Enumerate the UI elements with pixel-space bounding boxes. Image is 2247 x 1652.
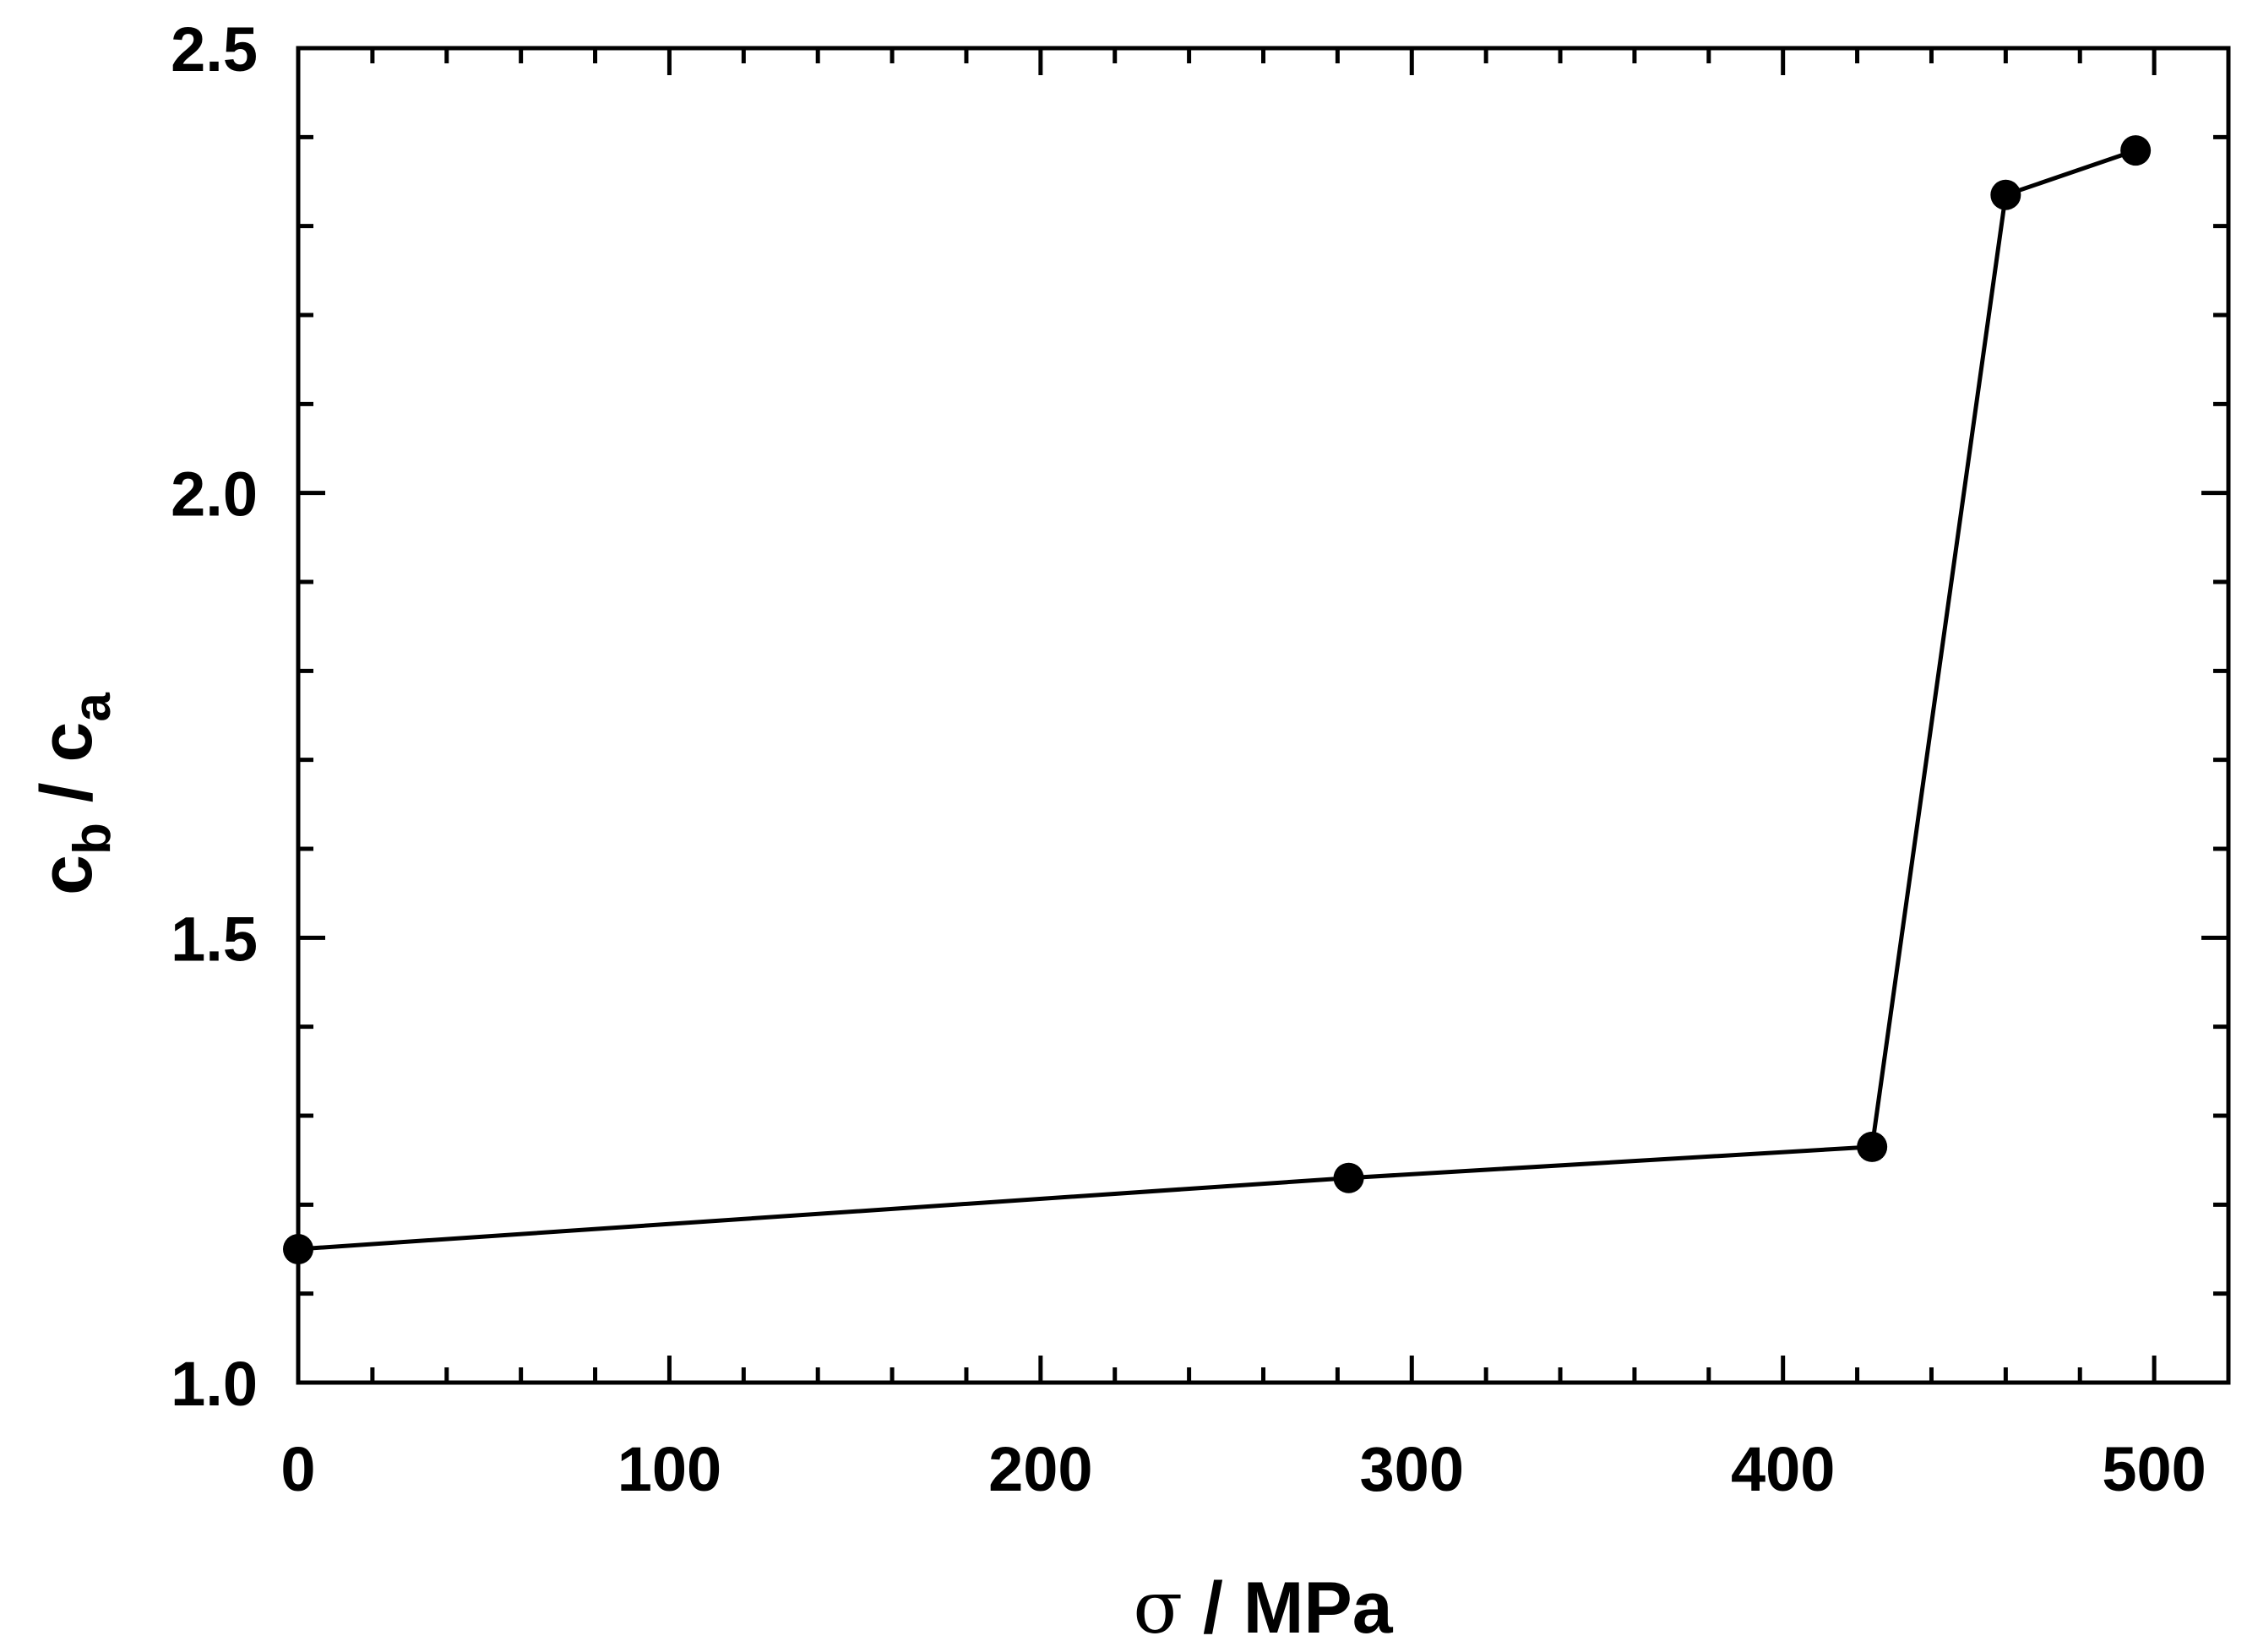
x-axis-label: σ / MPa <box>1133 1566 1393 1650</box>
data-point <box>2120 135 2152 166</box>
y-axis-label: cb / ca <box>26 693 122 895</box>
x-tick-label: 200 <box>988 1434 1092 1504</box>
x-tick-label: 100 <box>618 1434 721 1504</box>
minor-ticks <box>298 48 2231 1383</box>
y-tick-labels: 1.0 1.5 2.0 2.5 <box>171 14 258 1419</box>
x-tick-label: 0 <box>280 1434 315 1504</box>
x-tick-label: 500 <box>2102 1434 2206 1504</box>
x-tick-label: 300 <box>1360 1434 1464 1504</box>
x-axis-label-text: / MPa <box>1183 1568 1394 1649</box>
x-tick-labels: 0 100 200 300 400 500 <box>280 1434 2206 1504</box>
data-point <box>1333 1162 1364 1193</box>
y-tick-label: 2.5 <box>171 14 258 84</box>
data-point <box>283 1234 313 1264</box>
series <box>283 135 2152 1264</box>
x-axis-label-symbol: σ <box>1133 1566 1183 1650</box>
plot-frame <box>296 46 2231 1385</box>
y-tick-label: 1.0 <box>171 1349 258 1419</box>
y-axis-label-c2: c <box>26 722 107 763</box>
y-axis-label-sub1: b <box>63 823 122 855</box>
data-point <box>1990 179 2021 210</box>
y-axis-label-sep: / <box>26 762 107 823</box>
y-axis-label-c1: c <box>26 855 107 895</box>
x-tick-label: 400 <box>1731 1434 1835 1504</box>
y-tick-label: 1.5 <box>171 904 258 974</box>
y-tick-label: 2.0 <box>171 459 258 530</box>
series-line <box>297 148 2136 1252</box>
y-axis-label-sub2: a <box>63 693 122 722</box>
data-point <box>1857 1131 1888 1162</box>
